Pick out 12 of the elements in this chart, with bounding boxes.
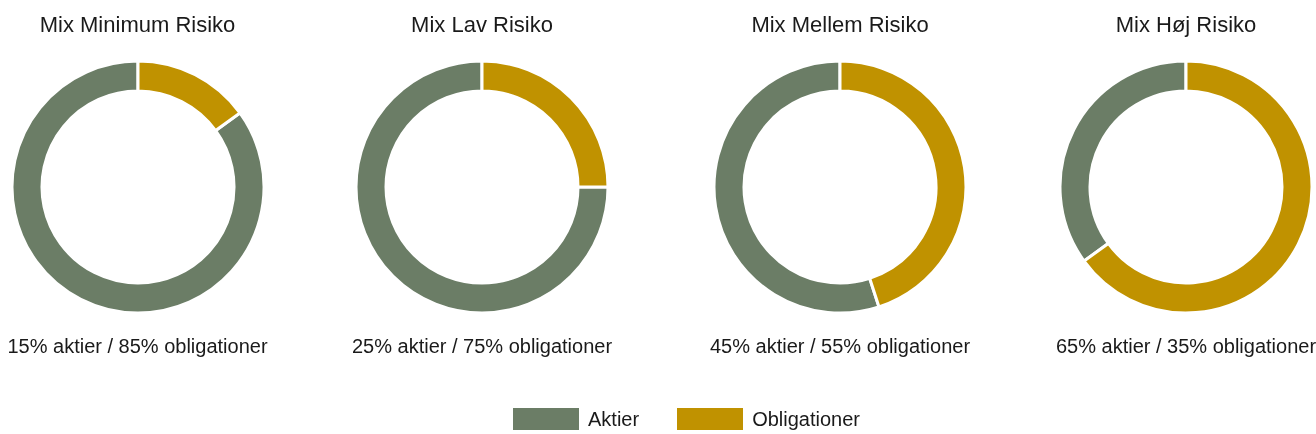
chart-title: Mix Høj Risiko xyxy=(1114,11,1258,38)
legend-label: Aktier xyxy=(588,407,640,431)
chart-title: Mix Mellem Risiko xyxy=(750,11,930,38)
text: 25% aktier / 75% obligationer xyxy=(350,333,614,358)
text: 45% aktier / 55% obligationer xyxy=(708,333,972,358)
donut-slice xyxy=(10,59,265,314)
donut-slice xyxy=(354,59,610,314)
text: 15% aktier / 85% obligationer xyxy=(6,333,269,358)
chart-title: Mix Lav Risiko xyxy=(410,11,554,38)
chart-title: Mix Minimum Risiko xyxy=(38,11,237,38)
legend-label: Obligationer xyxy=(752,407,860,431)
text: 65% aktier / 35% obligationer xyxy=(1054,333,1316,358)
